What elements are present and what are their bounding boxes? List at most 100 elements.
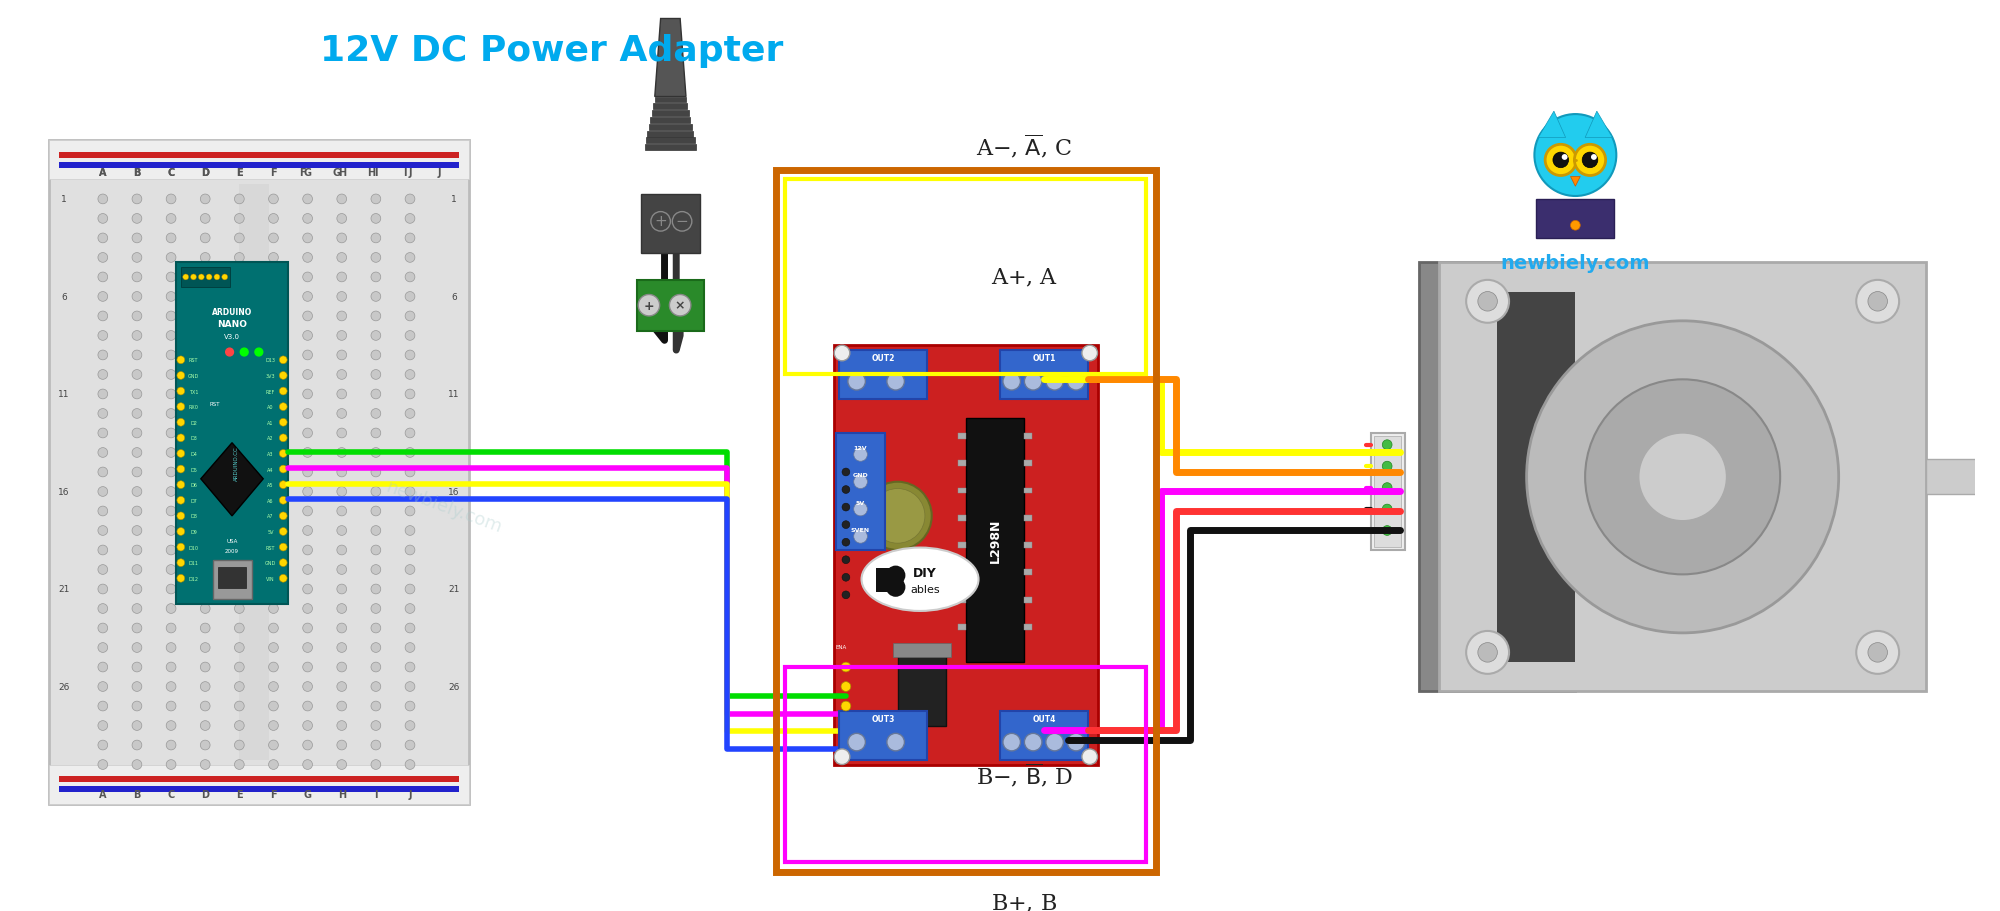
- Circle shape: [370, 312, 380, 322]
- Circle shape: [234, 643, 244, 652]
- Circle shape: [280, 419, 288, 426]
- Circle shape: [132, 390, 142, 399]
- Bar: [212, 560, 252, 599]
- Circle shape: [234, 448, 244, 458]
- Text: 3V3: 3V3: [266, 374, 276, 378]
- Circle shape: [280, 575, 288, 582]
- Circle shape: [166, 253, 176, 263]
- Circle shape: [98, 701, 108, 711]
- Circle shape: [302, 623, 312, 633]
- Circle shape: [406, 701, 414, 711]
- Circle shape: [842, 557, 850, 564]
- Circle shape: [226, 349, 234, 356]
- Text: 6: 6: [60, 292, 66, 302]
- Circle shape: [98, 760, 108, 770]
- Circle shape: [268, 526, 278, 536]
- Circle shape: [166, 682, 176, 691]
- Circle shape: [200, 741, 210, 750]
- Circle shape: [406, 467, 414, 477]
- Text: +: +: [654, 214, 668, 229]
- Circle shape: [1002, 733, 1020, 751]
- Circle shape: [166, 370, 176, 380]
- Text: ×: ×: [674, 300, 686, 312]
- Text: A$-$, $\overline{\mathrm{A}}$, C: A$-$, $\overline{\mathrm{A}}$, C: [976, 132, 1072, 160]
- Text: A: A: [100, 789, 106, 799]
- Circle shape: [1638, 434, 1726, 521]
- Bar: [638, 281, 704, 332]
- Circle shape: [98, 409, 108, 419]
- Circle shape: [234, 234, 244, 243]
- Circle shape: [234, 662, 244, 672]
- Circle shape: [234, 272, 244, 282]
- Circle shape: [98, 526, 108, 536]
- Circle shape: [302, 662, 312, 672]
- Circle shape: [302, 604, 312, 614]
- Text: D: D: [202, 168, 210, 178]
- Circle shape: [200, 467, 210, 477]
- Circle shape: [406, 390, 414, 399]
- Bar: [50, 141, 468, 180]
- Bar: [966, 419, 1024, 662]
- Circle shape: [166, 546, 176, 556]
- Circle shape: [200, 487, 210, 496]
- Circle shape: [1382, 505, 1392, 515]
- Circle shape: [132, 214, 142, 224]
- Circle shape: [200, 428, 210, 438]
- Circle shape: [176, 435, 184, 442]
- Circle shape: [370, 234, 380, 243]
- Circle shape: [98, 546, 108, 556]
- Circle shape: [406, 585, 414, 594]
- Ellipse shape: [862, 548, 978, 611]
- Text: D8: D8: [190, 514, 196, 518]
- Circle shape: [406, 448, 414, 458]
- Circle shape: [98, 292, 108, 302]
- Circle shape: [234, 701, 244, 711]
- Text: ables: ables: [910, 584, 940, 594]
- Text: I: I: [374, 168, 378, 178]
- Circle shape: [268, 760, 278, 770]
- Text: NANO: NANO: [218, 320, 248, 329]
- Circle shape: [234, 546, 244, 556]
- Circle shape: [176, 512, 184, 520]
- Text: 1: 1: [60, 195, 66, 204]
- Circle shape: [336, 332, 346, 341]
- Circle shape: [166, 507, 176, 517]
- Circle shape: [98, 643, 108, 652]
- Circle shape: [1466, 281, 1510, 323]
- Circle shape: [200, 643, 210, 652]
- Circle shape: [280, 528, 288, 536]
- Circle shape: [166, 487, 176, 496]
- Circle shape: [132, 682, 142, 691]
- Circle shape: [98, 253, 108, 263]
- Circle shape: [336, 214, 346, 224]
- Circle shape: [886, 566, 906, 586]
- Text: D13: D13: [266, 358, 276, 363]
- Bar: [958, 597, 966, 603]
- Text: F: F: [300, 168, 306, 178]
- Circle shape: [1068, 733, 1084, 751]
- Bar: [958, 543, 966, 548]
- Circle shape: [166, 721, 176, 731]
- Circle shape: [302, 272, 312, 282]
- Circle shape: [370, 292, 380, 302]
- Circle shape: [166, 214, 176, 224]
- Circle shape: [406, 272, 414, 282]
- Circle shape: [336, 292, 346, 302]
- Circle shape: [98, 721, 108, 731]
- Bar: [50, 141, 468, 804]
- Circle shape: [842, 468, 850, 476]
- Circle shape: [406, 214, 414, 224]
- Circle shape: [200, 272, 210, 282]
- Circle shape: [370, 195, 380, 205]
- Circle shape: [1562, 155, 1568, 160]
- Circle shape: [370, 487, 380, 496]
- Circle shape: [132, 546, 142, 556]
- Text: D3: D3: [190, 435, 196, 441]
- Circle shape: [132, 565, 142, 575]
- Circle shape: [1586, 380, 1780, 575]
- Circle shape: [132, 332, 142, 341]
- Circle shape: [302, 643, 312, 652]
- Circle shape: [336, 428, 346, 438]
- Circle shape: [98, 682, 108, 691]
- Circle shape: [406, 662, 414, 672]
